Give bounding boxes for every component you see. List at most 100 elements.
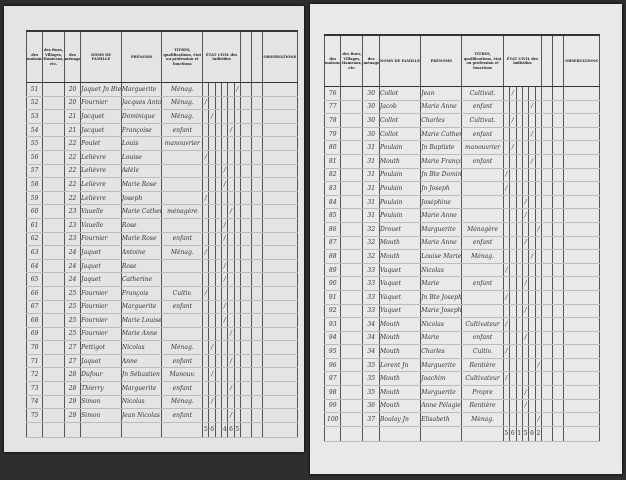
etat-civil-mark	[214, 259, 223, 274]
etat-civil-mark	[208, 136, 216, 151]
cell-empty	[541, 317, 554, 332]
cell-empty	[240, 164, 252, 179]
cell-prenom: Marie Catherine	[120, 204, 163, 219]
cell-prenom: Joséphine	[420, 195, 463, 210]
cell-nom: Fournier	[80, 96, 122, 111]
cell-empty	[552, 222, 565, 237]
cell-empty	[240, 123, 252, 138]
cell-titre	[161, 150, 204, 165]
cell-house: 22	[63, 136, 82, 151]
total-value: 4	[221, 421, 229, 438]
cell-num: 83	[323, 181, 342, 196]
table-row: 84 31 Poulain Joséphine /	[323, 195, 600, 210]
table-row: 69 25 Fournier Marie Anne /	[25, 327, 299, 342]
cell-num: 51	[25, 82, 44, 97]
table-row: 85 31 Poulain Marie Anne /	[323, 208, 600, 223]
etat-civil-mark	[534, 304, 543, 319]
cell-nom: Mouth	[378, 344, 422, 359]
etat-civil-mark	[233, 245, 242, 260]
cell-house: 31	[362, 181, 380, 196]
etat-civil-mark	[233, 313, 242, 328]
etat-civil-mark	[509, 385, 517, 400]
cell-titre: Ménagère	[461, 222, 504, 237]
cell-empty	[161, 421, 204, 438]
etat-civil-mark: /	[521, 304, 530, 319]
etat-civil-mark	[214, 381, 223, 396]
cell-titre: enfant	[461, 236, 504, 251]
etat-civil-mark: /	[521, 385, 530, 400]
cell-empty	[240, 245, 252, 260]
cell-observations	[563, 195, 600, 210]
cell-observations	[563, 100, 600, 115]
etat-civil-mark	[221, 327, 229, 342]
header-noms: NOMS DE FAMILLE	[378, 34, 422, 87]
etat-civil-mark	[221, 381, 229, 396]
etat-civil-mark	[221, 395, 229, 410]
total-value: 6	[208, 421, 216, 438]
etat-civil-mark	[221, 150, 229, 165]
etat-civil-mark: /	[509, 140, 517, 155]
cell-num: 69	[25, 327, 44, 342]
cell-empty	[541, 154, 554, 169]
cell-num: 62	[25, 232, 44, 247]
cell-nom: Fournier	[80, 286, 122, 301]
cell-prenom: Jean Nicolas	[120, 408, 163, 423]
cell-house: 29	[63, 395, 82, 410]
etat-civil-mark	[233, 218, 242, 233]
cell-titre: Ménag.	[161, 245, 204, 260]
cell-observations	[261, 340, 299, 355]
cell-empty	[240, 286, 252, 301]
cell-house: 23	[63, 218, 82, 233]
cell-observations	[563, 168, 600, 183]
etat-civil-mark	[221, 340, 229, 355]
cell-house: 30	[362, 86, 380, 101]
etat-civil-mark	[509, 168, 517, 183]
cell-prenom: Nicolas	[120, 340, 163, 355]
cell-house: 33	[362, 304, 380, 319]
cell-empty	[340, 304, 364, 319]
cell-nom: Mouth	[378, 399, 422, 414]
cell-empty	[340, 100, 364, 115]
cell-empty	[42, 354, 65, 369]
etat-civil-mark	[521, 222, 530, 237]
etat-civil-mark	[534, 127, 543, 142]
etat-civil-mark	[515, 195, 523, 210]
etat-civil-mark	[208, 150, 216, 165]
cell-empty	[552, 181, 565, 196]
cell-num: 60	[25, 204, 44, 219]
cell-nom: Mouth	[378, 331, 422, 346]
cell-num: 81	[323, 154, 342, 169]
etat-civil-mark	[202, 340, 210, 355]
cell-nom: Jacquet	[80, 109, 122, 124]
cell-empty	[250, 259, 263, 274]
cell-empty	[42, 300, 65, 315]
cell-nom: Drouet	[378, 222, 422, 237]
cell-observations	[261, 286, 299, 301]
cell-empty	[240, 381, 252, 396]
etat-civil-mark	[233, 123, 242, 138]
cell-nom: Poulain	[378, 195, 422, 210]
etat-civil-mark: /	[221, 300, 229, 315]
etat-civil-mark: /	[221, 272, 229, 287]
cell-empty	[552, 140, 565, 155]
total-value: 6	[509, 425, 517, 442]
cell-titre: Cultivat.	[461, 86, 504, 101]
etat-civil-mark	[214, 123, 223, 138]
cell-empty	[340, 399, 364, 414]
etat-civil-mark	[534, 371, 543, 387]
cell-house: 32	[362, 236, 380, 251]
etat-civil-mark: /	[521, 236, 530, 251]
etat-civil-mark	[521, 86, 530, 101]
cell-observations	[563, 331, 600, 346]
etat-civil-mark	[202, 395, 210, 410]
table-row: 70 27 Pettigot Nicolas Ménag. /	[25, 340, 299, 355]
table-row: 72 28 Dufour Jn Sébastien Manouv. /	[25, 367, 299, 383]
etat-civil-mark	[534, 236, 543, 251]
cell-titre: Rentière	[461, 399, 504, 414]
etat-civil-mark	[509, 399, 517, 414]
cell-empty	[80, 421, 122, 438]
cell-num: 91	[323, 290, 342, 305]
cell-observations	[261, 354, 299, 369]
etat-civil-mark	[515, 263, 523, 278]
